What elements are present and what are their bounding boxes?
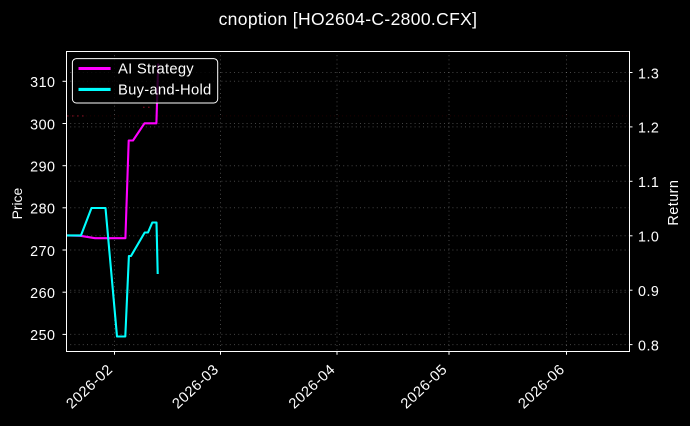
svg-text:Return: Return [666,180,682,226]
svg-text:Price: Price [9,188,25,220]
svg-text:1.3: 1.3 [638,66,659,82]
svg-text:1.1: 1.1 [638,175,659,191]
svg-text:Buy-and-Hold: Buy-and-Hold [118,83,211,99]
svg-text:1.2: 1.2 [638,121,659,137]
svg-text:310: 310 [30,75,55,91]
svg-text:270: 270 [30,244,55,260]
svg-text:cnoption [HO2604-C-2800.CFX]: cnoption [HO2604-C-2800.CFX] [219,9,478,29]
svg-text:300: 300 [30,117,55,133]
svg-text:280: 280 [30,202,55,218]
svg-text:AI Strategy: AI Strategy [118,62,194,78]
svg-text:0.8: 0.8 [638,338,659,354]
svg-text:250: 250 [30,328,55,344]
svg-text:1.0: 1.0 [638,230,659,246]
svg-text:0.9: 0.9 [638,284,659,300]
svg-text:260: 260 [30,286,55,302]
svg-text:290: 290 [30,160,55,176]
